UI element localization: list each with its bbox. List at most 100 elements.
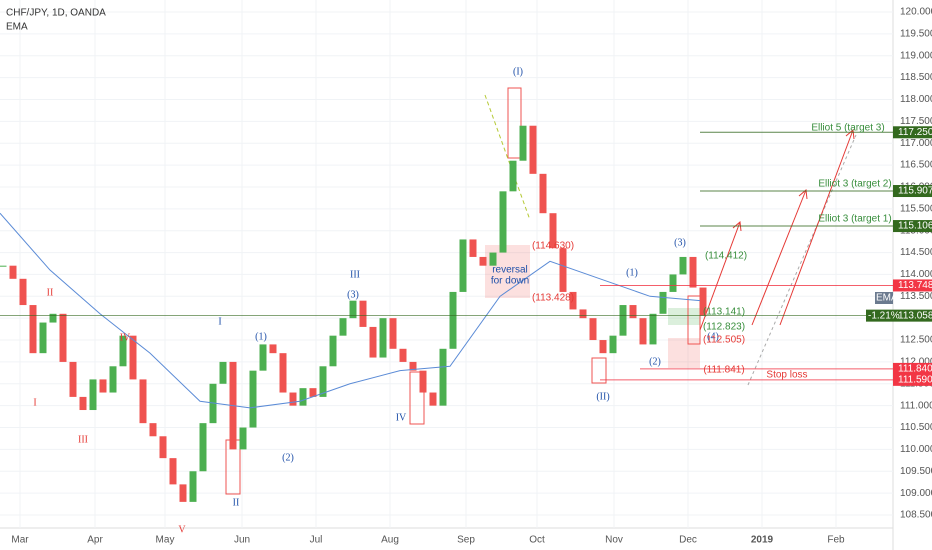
candle (379, 318, 387, 358)
chart-title: CHF/JPY, 1D, OANDA (6, 8, 106, 19)
candle (259, 344, 267, 371)
candle (349, 300, 357, 319)
trend-line (484, 94, 531, 221)
price-tag (893, 279, 932, 292)
y-tick-label: 115.500 (900, 203, 932, 214)
candle (129, 335, 137, 380)
annotation: (I) (513, 66, 523, 77)
candle (199, 423, 207, 472)
candle (479, 256, 487, 266)
arrow (779, 129, 854, 326)
box (591, 357, 607, 384)
annotation: (2) (649, 356, 661, 367)
annotation: Elliot 3 (target 1) (818, 214, 891, 225)
candle (529, 125, 537, 174)
y-tick-label: 119.000 (900, 50, 932, 61)
annotation: I (218, 316, 221, 327)
annotation: (4) (707, 331, 719, 342)
candle (299, 388, 307, 406)
price-tag-label: 115.907 (898, 186, 932, 197)
candle (109, 366, 117, 393)
candle (499, 191, 507, 253)
annotation: (1) (626, 267, 638, 278)
candle (589, 318, 597, 341)
annotation: (II) (596, 391, 609, 402)
candle (59, 313, 67, 362)
annotation: reversal (492, 265, 528, 276)
annotation: Stop loss (766, 370, 807, 381)
x-tick-label: Sep (457, 535, 475, 546)
annotation: (3) (674, 237, 686, 248)
price-tag (893, 185, 932, 198)
candle (469, 239, 477, 257)
candle (449, 291, 457, 349)
candle (189, 471, 197, 502)
x-tick-label: Oct (529, 535, 545, 546)
candle (289, 392, 297, 406)
candle (159, 436, 167, 459)
y-tick-label: 120.000 (900, 7, 932, 18)
annotation: IV (120, 332, 131, 343)
candle (459, 239, 467, 292)
candle (99, 379, 107, 393)
price-tag-label: 111.840 (898, 364, 932, 375)
candle (0, 265, 7, 267)
price-tag (893, 373, 932, 386)
candle (269, 344, 277, 354)
change-tag (866, 309, 893, 322)
candle (139, 379, 147, 424)
annotation: for down (491, 276, 529, 287)
y-tick-label: 108.500 (900, 510, 932, 521)
annotation: (112.505) (703, 335, 745, 346)
annotation: (114.412) (705, 251, 747, 262)
annotation: (113.428) (532, 293, 574, 304)
candle (39, 322, 47, 354)
candle (659, 291, 667, 314)
candle (179, 484, 187, 502)
candle (29, 305, 37, 354)
annotation: Elliot 5 (target 3) (811, 123, 884, 134)
y-tick-label: 116.500 (900, 160, 932, 171)
candle (49, 313, 57, 323)
annotation: II (233, 497, 240, 508)
candle (309, 388, 317, 397)
candle (429, 392, 437, 406)
arrow (751, 189, 807, 326)
price-tag (893, 309, 932, 322)
candle (219, 361, 227, 384)
y-tick-label: 110.500 (900, 422, 932, 433)
annotation: (113.141) (703, 307, 745, 318)
x-tick-label: Dec (679, 535, 697, 546)
zone (668, 338, 700, 368)
y-tick-label: 114.000 (900, 269, 932, 280)
candle (169, 458, 177, 485)
plot (0, 125, 893, 502)
y-tick-label: 118.000 (900, 94, 932, 105)
candle (19, 278, 27, 306)
candle (319, 366, 327, 397)
annotation: V (178, 524, 186, 535)
candle (489, 252, 497, 266)
candle (699, 287, 707, 316)
y-tick-label: 118.500 (900, 72, 932, 83)
price-tag-label: 113.748 (898, 280, 932, 291)
indicator-name: EMA (6, 22, 28, 33)
box (687, 295, 701, 345)
candle (519, 125, 527, 161)
price-tag-label: 111.590 (898, 374, 932, 385)
y-tick-label: 117.500 (900, 116, 932, 127)
annotation: (114.630) (532, 241, 574, 252)
price-tag (893, 126, 932, 139)
change-label: -1.21% (868, 310, 900, 321)
arrow-head (798, 189, 808, 200)
annotation: III (78, 434, 88, 445)
x-tick-label: Nov (605, 535, 623, 546)
y-tick-label: 114.500 (900, 247, 932, 258)
candle (329, 335, 337, 367)
candle (399, 348, 407, 362)
annotation: I (33, 397, 36, 408)
annotation: (111.841) (703, 365, 744, 376)
x-tick-label: Jul (310, 535, 323, 546)
arrow (699, 221, 741, 331)
x-tick-label: Mar (11, 535, 29, 546)
